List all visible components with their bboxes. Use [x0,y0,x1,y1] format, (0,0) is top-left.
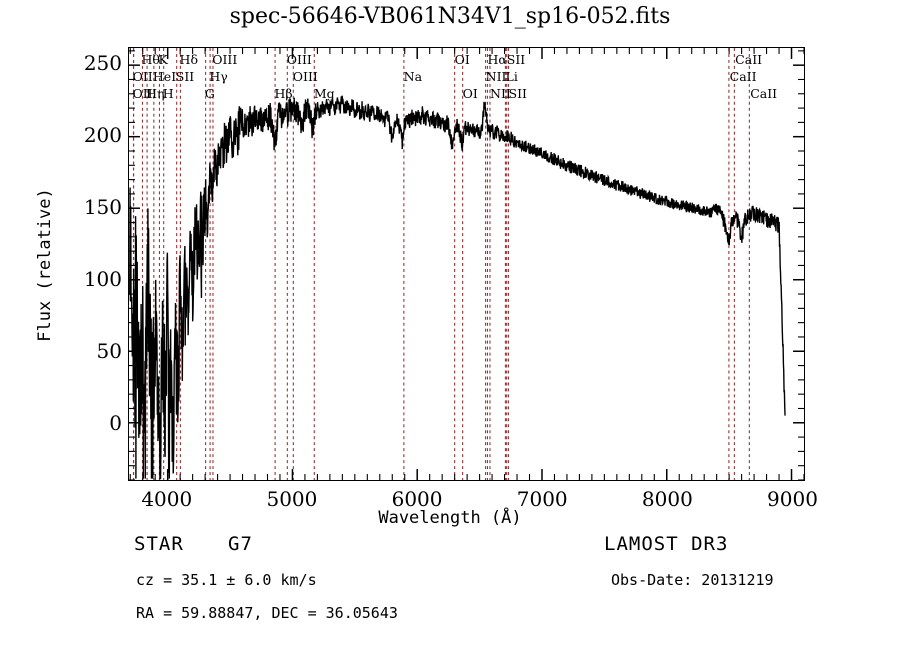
line-label-H-3798: Hθ [141,52,160,67]
spectral-class-label: G7 [228,533,253,555]
spectral-line-markers [132,48,750,480]
line-label-H-4861: Hβ [274,86,293,101]
line-label-H-3835: Hη [146,86,165,101]
line-label-SII-6731: SII [508,86,527,101]
y-tick-label-200: 200 [83,123,122,148]
line-label-Mg-5175: Mg [313,86,335,101]
line-label-Li-6707: Li [505,69,518,84]
line-label-HeI-3889: HeI [152,69,177,84]
line-label-CaII-8498: CaII [729,69,757,84]
x-tick-label-8000: 8000 [641,487,693,511]
redshift-velocity-label: cz = 35.1 ± 6.0 km/s [136,571,317,589]
line-label-H-4102: Hδ [179,52,198,67]
x-tick-label-4000: 4000 [141,487,193,511]
axis-ticks [129,48,804,480]
observation-date-label: Obs-Date: 20131219 [611,571,774,589]
line-label-CaII-8542: CaII [735,52,763,67]
x-tick-label-7000: 7000 [516,487,568,511]
line-label-OIII-5007: OIII [292,69,318,84]
line-label-OII-3727: OII [132,69,153,84]
line-label-NII-6583: NII [490,86,511,101]
plot-area: Hθ K Hδ OIII OIII OI Hα SII CaII OII HeI SII Hγ OIII N… [128,47,805,481]
survey-label: LAMOST DR3 [604,533,729,555]
line-label-H-3968: H [162,86,174,101]
line-label-H-6563: Hα [487,52,507,67]
page-title: spec-56646-VB061N34V1_sp16-052.fits [229,4,671,29]
flux-curve [129,95,786,480]
object-type-label: STAR [134,533,184,555]
spectrum-canvas [129,48,804,480]
x-axis-label: Wavelength (Å) [378,508,522,528]
line-label-H-4340: Hγ [209,69,228,84]
line-label-K-3934: K [158,52,168,67]
coordinates-label: RA = 59.88847, DEC = 36.05643 [136,604,398,622]
line-label-CaII-8662: CaII [750,86,778,101]
line-label-OIII-4959: OIII [286,52,312,67]
line-label-OIII-4363: OIII [212,52,238,67]
x-tick-label-9000: 9000 [767,487,818,511]
line-label-Na-5893: Na [403,69,423,84]
line-label-SII-6717: SII [506,52,526,67]
y-tick-label-250: 250 [83,51,122,76]
line-label-OI-6364: OI [462,86,478,101]
line-label-OII-3726: OII [132,86,153,101]
line-label-G-4304: G [204,86,215,101]
y-axis-tick-labels: 0 50 100 150 200 250 [70,0,122,649]
y-tick-label-50: 50 [96,338,122,363]
y-tick-label-150: 150 [83,194,122,219]
x-tick-label-5000: 5000 [266,487,318,511]
line-label-NII-6548: NII [485,69,507,84]
line-label-OI-6300: OI [454,52,470,67]
y-tick-label-0: 0 [109,410,122,435]
line-label-SII-4072: SII [175,69,195,84]
y-tick-label-100: 100 [83,266,122,291]
y-axis-label: Flux (relative) [35,188,55,342]
x-tick-label-6000: 6000 [391,487,443,511]
x-axis-tick-labels: 4000 5000 6000 7000 8000 9000 [0,487,900,517]
